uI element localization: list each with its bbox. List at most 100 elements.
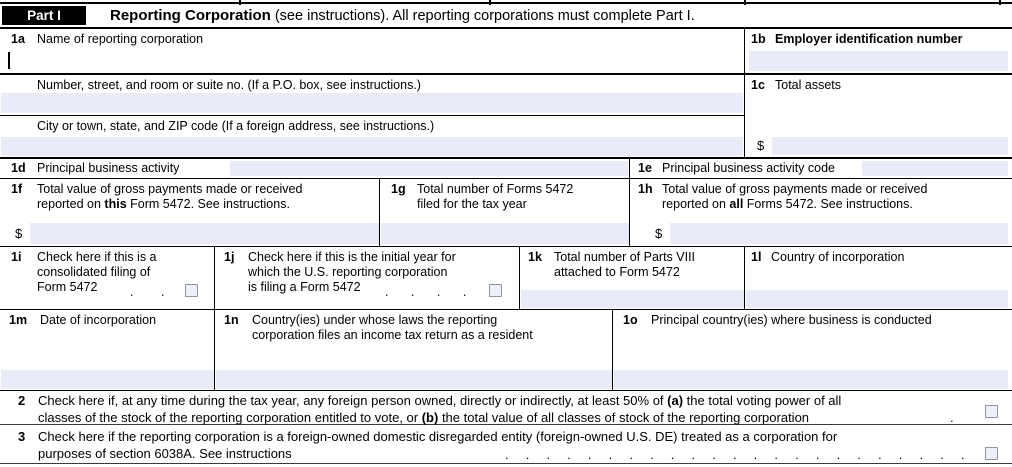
label-text: Principal country(ies) where business is… — [651, 313, 932, 327]
label-text: Check here if, at any time during the ta… — [38, 393, 1012, 426]
label-line: consolidated filing of — [37, 265, 151, 279]
label-text: Total number of Parts VIII attached to Fo… — [554, 250, 744, 280]
label-text: Name of reporting corporation — [37, 32, 204, 46]
cell-1d: 1d Principal business activity — [0, 159, 630, 179]
label-line: Check here if, at any time during the ta… — [38, 393, 1012, 410]
cell-1k: 1k Total number of Parts VIII attached to … — [520, 247, 745, 310]
cell-1f: 1f Total value of gross payments made or … — [0, 179, 380, 247]
foreign-ownership-checkbox[interactable] — [985, 405, 998, 418]
business-activity-code-input[interactable] — [862, 161, 1008, 176]
foreign-owned-de-checkbox[interactable] — [985, 447, 998, 460]
label-line: reported on all Forms 5472. See instruct… — [662, 197, 1012, 212]
item-number: 1a — [11, 32, 25, 46]
label-seg: the total voting power of all — [683, 393, 842, 408]
total-assets-input[interactable] — [772, 137, 1008, 155]
part-title-bold: Reporting Corporation — [110, 7, 271, 24]
label-line: Check here if this is the initial year f… — [248, 250, 456, 264]
item-number: 1g — [391, 182, 406, 196]
street-address-input[interactable] — [1, 93, 743, 113]
label-1d: 1d Principal business activity — [0, 159, 629, 176]
label-seg: reported on — [37, 197, 105, 211]
item-number: 1j — [224, 250, 235, 264]
label-line: Total number of Parts VIII — [554, 250, 696, 264]
cell-city: City or town, state, and ZIP code (If a … — [0, 116, 745, 159]
label-line: classes of the stock of the reporting co… — [38, 410, 1012, 427]
item-number: 1c — [751, 78, 765, 92]
item-number: 1i — [11, 250, 22, 264]
text-caret — [8, 52, 10, 69]
cell-1o: 1o Principal country(ies) where business … — [613, 310, 1012, 391]
cell-1l: 1l Country of incorporation — [745, 247, 1012, 310]
dot-leader: . . . . — [385, 285, 467, 299]
dot-leader: . . . . . . . . . . . . . . . . . . . . … — [505, 447, 977, 462]
ein-input[interactable] — [749, 51, 1008, 71]
statement-3: 3 Check here if the reporting corporation… — [0, 425, 1012, 464]
label-street: Number, street, and room or suite no. (I… — [0, 75, 744, 93]
consolidated-filing-checkbox[interactable] — [185, 284, 198, 297]
cell-1h: 1h Total value of gross payments made or … — [630, 179, 1012, 247]
label-1b: 1b Employer identification number — [745, 29, 1012, 47]
label-seg-bold: (b) — [421, 409, 439, 425]
label-1i: 1i Check here if this is a consolidated fi… — [0, 247, 214, 295]
label-1n: 1n Country(ies) under whose laws the repo… — [215, 310, 612, 343]
label-text: Country(ies) under whose laws the report… — [252, 313, 612, 343]
label-seg: classes of the stock of the reporting co… — [38, 409, 422, 425]
label-line: is filing a Form 5472 — [248, 280, 361, 294]
label-1c: 1c Total assets — [745, 75, 1012, 93]
label-text: Check here if this is a consolidated fili… — [37, 250, 214, 295]
cell-1i: 1i Check here if this is a consolidated fi… — [0, 247, 215, 310]
item-number: 1m — [9, 313, 28, 327]
item-number — [0, 78, 37, 93]
cell-1m: 1m Date of incorporation — [0, 310, 215, 391]
date-of-incorporation-input[interactable] — [1, 370, 214, 389]
label-1h: 1h Total value of gross payments made or … — [630, 179, 1012, 212]
top-rule — [0, 2, 1012, 4]
dollar-sign: $ — [15, 226, 23, 241]
statement-3-text: 3 Check here if the reporting corporation… — [0, 425, 1012, 462]
resident-country-input[interactable] — [216, 370, 612, 389]
label-seg-bold: this — [104, 197, 127, 211]
item-number: 1o — [623, 313, 638, 327]
label-1f: 1f Total value of gross payments made or … — [0, 179, 379, 212]
item-number — [0, 119, 37, 134]
gross-payments-all-input[interactable] — [670, 223, 1008, 244]
label-text: Number, street, and room or suite no. (I… — [37, 78, 421, 92]
principal-business-country-input[interactable] — [614, 370, 1008, 389]
label-1l: 1l Country of incorporation — [745, 247, 1012, 265]
dot-leader: . — [950, 410, 954, 425]
label-text: Total assets — [775, 78, 842, 92]
label-line: Form 5472 — [37, 280, 98, 294]
corporation-name-input[interactable] — [1, 51, 743, 72]
label-line: Total value of gross payments made or re… — [37, 182, 303, 196]
label-line: attached to Form 5472 — [554, 265, 680, 279]
item-number: 1n — [224, 313, 239, 327]
number-of-forms-input[interactable] — [381, 223, 629, 244]
gross-payments-this-input[interactable] — [30, 223, 379, 244]
label-line: Check here if this is a — [37, 250, 157, 264]
label-text: Check here if this is the initial year f… — [248, 250, 519, 295]
item-number: 1b — [751, 32, 766, 46]
row-divider — [0, 157, 1012, 159]
label-1j: 1j Check here if this is the initial year… — [215, 247, 519, 295]
item-number: 1l — [751, 250, 762, 264]
principal-business-activity-input[interactable] — [230, 161, 628, 176]
city-state-zip-input[interactable] — [1, 137, 743, 156]
label-line: which the U.S. reporting corporation — [248, 265, 448, 279]
country-of-incorporation-input[interactable] — [746, 290, 1008, 308]
label-1g: 1g Total number of Forms 5472 filed for th… — [380, 179, 629, 212]
label-text: Total value of gross payments made or re… — [662, 182, 1012, 212]
part-title-rest: (see instructions). All reporting corpor… — [270, 8, 695, 24]
label-seg-bold: (a) — [667, 393, 684, 408]
parts-viii-count-input[interactable] — [521, 290, 744, 308]
cell-1e: 1e Principal business activity code — [630, 159, 1012, 179]
part-title: Reporting Corporation (see instructions)… — [110, 6, 695, 26]
statement-2: 2 Check here if, at any time during the t… — [0, 391, 1012, 425]
label-line: filed for the tax year — [417, 197, 527, 211]
divider-stub — [999, 0, 1001, 5]
initial-year-checkbox[interactable] — [489, 284, 502, 297]
label-line: Total number of Forms 5472 — [417, 182, 574, 196]
dollar-sign: $ — [757, 138, 765, 153]
label-text: Check here if the reporting corporation … — [38, 429, 1012, 462]
label-seg-bold: all — [729, 197, 744, 211]
item-number: 1e — [638, 161, 652, 175]
